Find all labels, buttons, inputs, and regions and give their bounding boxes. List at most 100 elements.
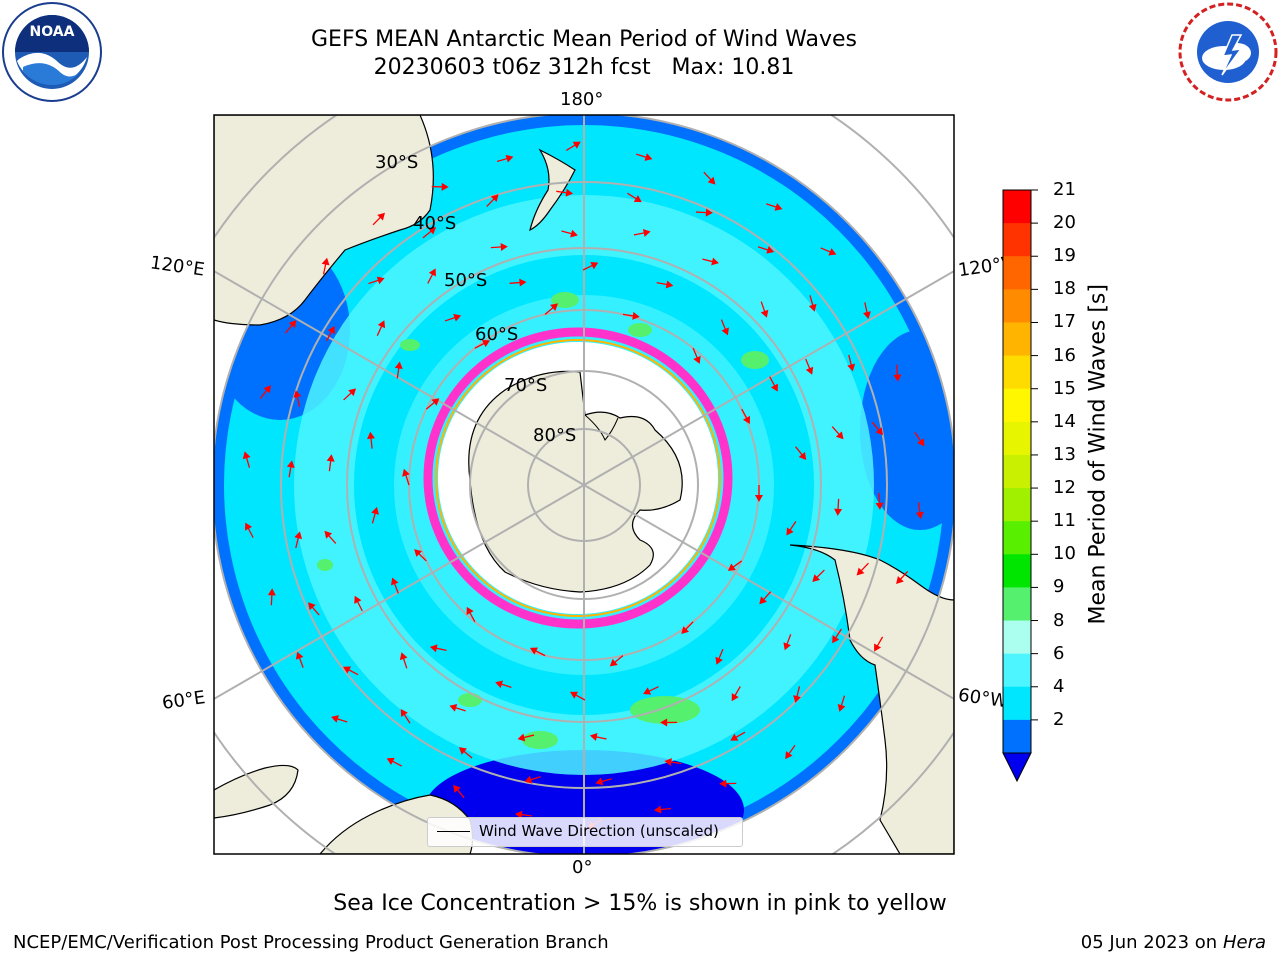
wind-arrow-head bbox=[324, 530, 333, 539]
wind-arrow-head bbox=[590, 262, 599, 270]
lat-label-70s: 70°S bbox=[504, 375, 548, 396]
colorbar-tick-label: 20 bbox=[1053, 212, 1076, 234]
wind-arrow-head bbox=[917, 438, 925, 447]
footer-date-text: 05 Jun 2023 on bbox=[1080, 932, 1218, 953]
wind-arrow-head bbox=[428, 227, 437, 235]
colorbar-band bbox=[1003, 686, 1031, 721]
wind-arrow-head bbox=[774, 203, 783, 211]
wind-arrow-head bbox=[377, 320, 386, 329]
wind-arrow-head bbox=[565, 188, 574, 197]
wind-arrow-head bbox=[759, 596, 767, 605]
wind-arrow-head bbox=[711, 257, 719, 266]
wind-arrow-head bbox=[828, 248, 837, 256]
chart-title: GEFS MEAN Antarctic Mean Period of Wind … bbox=[311, 27, 857, 52]
wind-arrow-head bbox=[731, 693, 739, 702]
wind-arrow-head bbox=[242, 451, 251, 460]
wind-arrow-head bbox=[495, 680, 504, 689]
colorbar-tick-label: 18 bbox=[1053, 278, 1076, 300]
wind-arrow-head bbox=[589, 733, 598, 741]
colorbar-tick-label: 19 bbox=[1053, 245, 1076, 267]
sea-ice-note: Sea Ice Concentration > 15% is shown in … bbox=[333, 891, 947, 916]
footer-branch: NCEP/EMC/Verification Post Processing Pr… bbox=[13, 932, 609, 953]
wind-arrow-head bbox=[466, 606, 474, 615]
wind-arrow-head bbox=[834, 508, 843, 516]
legend-label: Wind Wave Direction (unscaled) bbox=[479, 822, 719, 840]
wind-arrow-head bbox=[354, 595, 362, 604]
colorbar-tick-label: 4 bbox=[1053, 675, 1065, 697]
wind-arrow-head bbox=[660, 718, 668, 727]
wind-arrow-head bbox=[414, 549, 422, 557]
lat-label-30s: 30°S bbox=[375, 152, 419, 173]
wind-arrow-head bbox=[915, 511, 924, 520]
wind-arrow-head bbox=[288, 320, 297, 329]
colorbar-tick-label: 10 bbox=[1053, 543, 1076, 565]
wind-arrow-head bbox=[481, 340, 491, 348]
wind-arrow-head bbox=[837, 704, 846, 712]
wind-arrow-head bbox=[665, 280, 674, 289]
colorbar-band bbox=[1003, 223, 1031, 257]
wind-arrow-head bbox=[429, 644, 438, 653]
wind-arrow-head bbox=[449, 704, 458, 712]
wind-arrow-head bbox=[367, 431, 375, 440]
wind-arrow-head bbox=[519, 278, 527, 287]
nws-logo bbox=[1178, 2, 1278, 102]
wind-arrow-head bbox=[326, 454, 335, 462]
wind-arrow-head bbox=[847, 363, 856, 372]
antarctica bbox=[468, 370, 683, 593]
lon-label-180: 180° bbox=[560, 89, 604, 110]
svg-text:NOAA: NOAA bbox=[30, 24, 75, 40]
map-legend: Wind Wave Direction (unscaled) bbox=[427, 817, 743, 847]
colorbar-tick-label: 15 bbox=[1053, 377, 1076, 399]
colorbar-tick-label: 8 bbox=[1053, 609, 1065, 631]
wind-arrow-head bbox=[490, 194, 499, 203]
wind-arrow-head bbox=[805, 366, 814, 375]
wind-arrow-head bbox=[719, 779, 727, 788]
colorbar-band bbox=[1003, 554, 1031, 588]
colorbar-band bbox=[1003, 388, 1031, 423]
wind-arrow-head bbox=[514, 810, 523, 819]
wind-arrow-head bbox=[595, 777, 604, 786]
colorbar-tick-label: 11 bbox=[1053, 510, 1076, 532]
colorbar-tick-label: 17 bbox=[1053, 311, 1076, 333]
wind-arrow-head bbox=[642, 229, 651, 237]
land-madagascar bbox=[214, 764, 299, 819]
wind-arrow-head bbox=[808, 303, 817, 312]
colorbar-tick-label: 13 bbox=[1053, 443, 1076, 465]
footer-date: 05 Jun 2023 on Hera bbox=[1081, 932, 1266, 953]
wind-arrow-head bbox=[766, 246, 775, 254]
wind-arrow-head bbox=[633, 195, 642, 203]
wind-arrow-head bbox=[524, 775, 533, 784]
wind-arrow-head bbox=[550, 303, 559, 311]
wind-arrow-head bbox=[500, 242, 508, 251]
colorbar-band bbox=[1003, 322, 1031, 357]
wind-arrow-head bbox=[295, 651, 304, 660]
wind-arrow-head bbox=[399, 652, 408, 661]
wind-arrow-head bbox=[402, 468, 410, 477]
colorbar-band bbox=[1003, 587, 1031, 622]
wind-arrow-head bbox=[793, 695, 801, 703]
wind-arrow-head bbox=[783, 642, 791, 651]
wind-arrow-head bbox=[570, 229, 578, 238]
wind-arrow-head bbox=[707, 176, 716, 185]
wind-arrow-head bbox=[570, 691, 579, 699]
colorbar-band bbox=[1003, 256, 1031, 290]
wind-arrow-head bbox=[458, 747, 467, 755]
wind-arrow-head bbox=[431, 398, 440, 406]
colorbar-band bbox=[1003, 190, 1031, 224]
noaa-logo: NOAA bbox=[2, 2, 102, 102]
colorbar-tick-label: 12 bbox=[1053, 477, 1076, 499]
wind-arrow-head bbox=[267, 588, 276, 596]
wind-arrow-head bbox=[293, 390, 302, 398]
chart-subtitle: 20230603 t06z 312h fcst Max: 10.81 bbox=[373, 55, 795, 80]
wind-arrow-head bbox=[294, 531, 303, 540]
colorbar-tick-label: 2 bbox=[1053, 708, 1065, 730]
lon-label-0: 0° bbox=[572, 857, 593, 878]
colorbar-tick-label: 16 bbox=[1053, 344, 1076, 366]
wind-arrow-head bbox=[654, 805, 662, 814]
colorbar-band bbox=[1003, 289, 1031, 323]
colorbar-tick-label: 14 bbox=[1053, 410, 1076, 432]
wind-arrow-head bbox=[377, 212, 385, 221]
wind-arrow-head bbox=[517, 733, 526, 742]
wind-arrow-head bbox=[394, 361, 403, 370]
